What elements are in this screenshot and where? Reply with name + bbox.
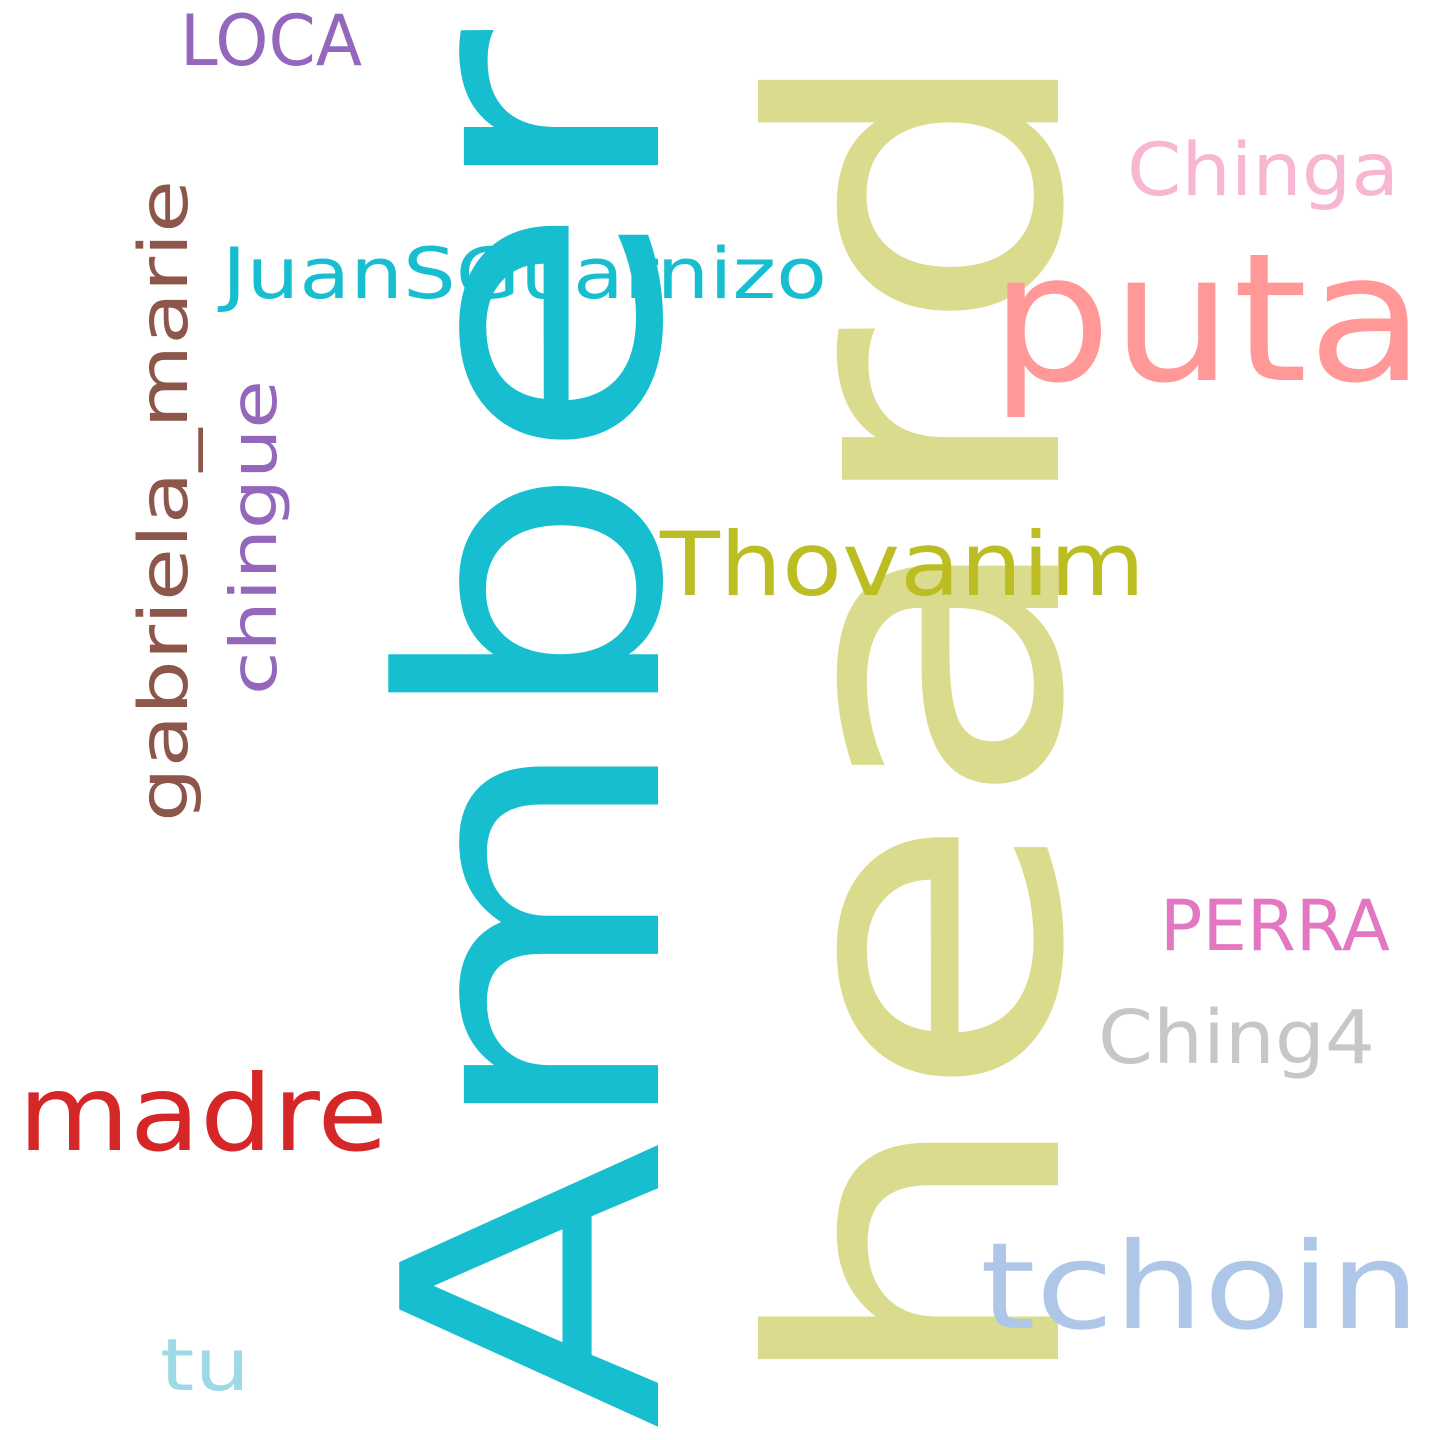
word-tu: tu (160, 1323, 250, 1407)
word-perra: PERRA (1160, 885, 1390, 967)
word-ching4: Ching4 (1098, 995, 1375, 1081)
word-chinga: Chinga (1127, 128, 1399, 213)
word-gabriela-marie: gabriela_marie (125, 180, 204, 822)
word-madre: madre (18, 1053, 388, 1175)
word-chingue: chingue (218, 380, 292, 695)
word-thovanim: Thovanim (659, 513, 1145, 616)
word-puta: puta (990, 215, 1425, 422)
word-juansguarnizo: JuanSGuarnizo (217, 233, 827, 315)
word-heard: heard (692, 37, 1152, 1402)
word-amber: Amber (328, 25, 742, 1430)
word-tchoin: tchoin (980, 1218, 1420, 1357)
word-loca: LOCA (180, 0, 362, 82)
